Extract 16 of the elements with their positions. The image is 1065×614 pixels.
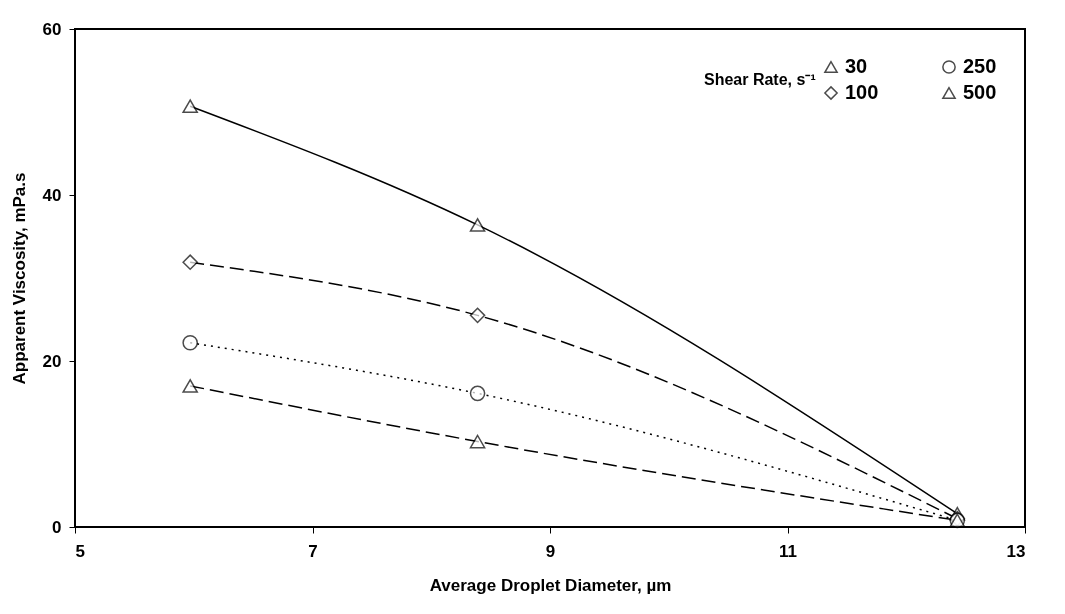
x-tick-label: 13 — [1006, 541, 1026, 561]
x-axis-title: Average Droplet Diameter, µm — [429, 575, 672, 595]
x-tick-label: 9 — [545, 541, 556, 561]
legend-title: Shear Rate, s⁻¹ — [704, 71, 816, 88]
x-tick-label: 11 — [779, 541, 797, 561]
legend-label: 30 — [845, 55, 868, 77]
legend-label: 100 — [845, 81, 879, 103]
y-axis-title: Apparent Viscosity, mPa.s — [9, 172, 29, 385]
y-tick-label: 20 — [42, 351, 62, 371]
y-tick-label: 40 — [42, 185, 62, 205]
legend-label: 500 — [963, 81, 997, 103]
y-tick-label: 0 — [52, 517, 62, 537]
x-tick-label: 7 — [308, 541, 318, 561]
y-tick-label: 60 — [42, 19, 62, 39]
x-tick-label: 5 — [75, 541, 85, 561]
legend-label: 250 — [963, 55, 997, 77]
